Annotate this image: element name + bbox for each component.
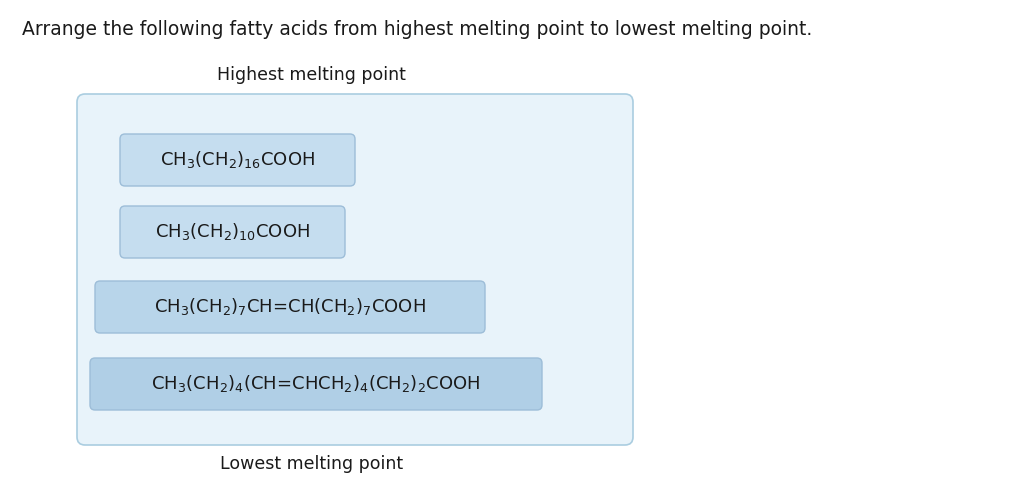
Text: Arrange the following fatty acids from highest melting point to lowest melting p: Arrange the following fatty acids from h… [22,20,812,39]
Text: CH$_3$(CH$_2$)$_{10}$COOH: CH$_3$(CH$_2$)$_{10}$COOH [155,221,309,243]
FancyBboxPatch shape [77,94,632,445]
FancyBboxPatch shape [120,206,345,258]
FancyBboxPatch shape [90,358,542,410]
Text: CH$_3$(CH$_2$)$_7$CH=CH(CH$_2$)$_7$COOH: CH$_3$(CH$_2$)$_7$CH=CH(CH$_2$)$_7$COOH [154,297,426,317]
FancyBboxPatch shape [120,134,355,186]
Text: CH$_3$(CH$_2$)$_{16}$COOH: CH$_3$(CH$_2$)$_{16}$COOH [160,150,314,171]
Text: Lowest melting point: Lowest melting point [220,455,403,473]
Text: Highest melting point: Highest melting point [217,66,405,84]
FancyBboxPatch shape [95,281,484,333]
Text: CH$_3$(CH$_2$)$_4$(CH=CHCH$_2$)$_4$(CH$_2$)$_2$COOH: CH$_3$(CH$_2$)$_4$(CH=CHCH$_2$)$_4$(CH$_… [152,373,480,395]
